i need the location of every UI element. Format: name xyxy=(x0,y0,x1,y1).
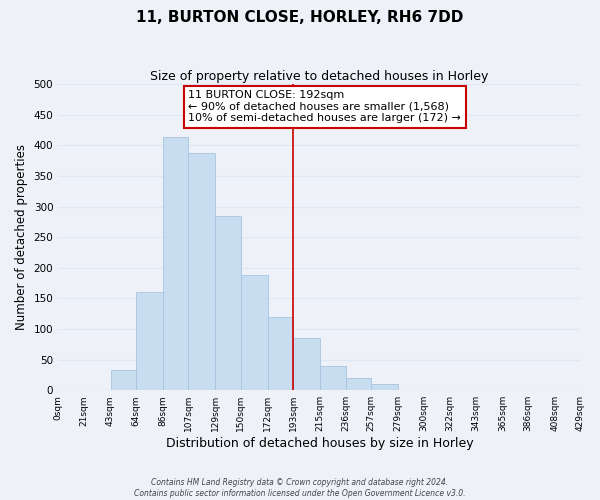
Bar xyxy=(163,138,188,390)
Bar xyxy=(268,317,293,390)
Bar xyxy=(241,275,268,390)
Text: Contains HM Land Registry data © Crown copyright and database right 2024.
Contai: Contains HM Land Registry data © Crown c… xyxy=(134,478,466,498)
Text: 11, BURTON CLOSE, HORLEY, RH6 7DD: 11, BURTON CLOSE, HORLEY, RH6 7DD xyxy=(136,10,464,25)
Bar xyxy=(188,152,215,390)
Bar xyxy=(293,338,320,390)
Bar xyxy=(346,378,371,390)
Y-axis label: Number of detached properties: Number of detached properties xyxy=(15,144,28,330)
Title: Size of property relative to detached houses in Horley: Size of property relative to detached ho… xyxy=(150,70,488,83)
Bar xyxy=(215,216,241,390)
Text: 11 BURTON CLOSE: 192sqm
← 90% of detached houses are smaller (1,568)
10% of semi: 11 BURTON CLOSE: 192sqm ← 90% of detache… xyxy=(188,90,461,124)
Bar xyxy=(371,384,398,390)
Bar xyxy=(320,366,346,390)
X-axis label: Distribution of detached houses by size in Horley: Distribution of detached houses by size … xyxy=(166,437,473,450)
Bar xyxy=(110,370,136,390)
Bar xyxy=(136,292,163,390)
